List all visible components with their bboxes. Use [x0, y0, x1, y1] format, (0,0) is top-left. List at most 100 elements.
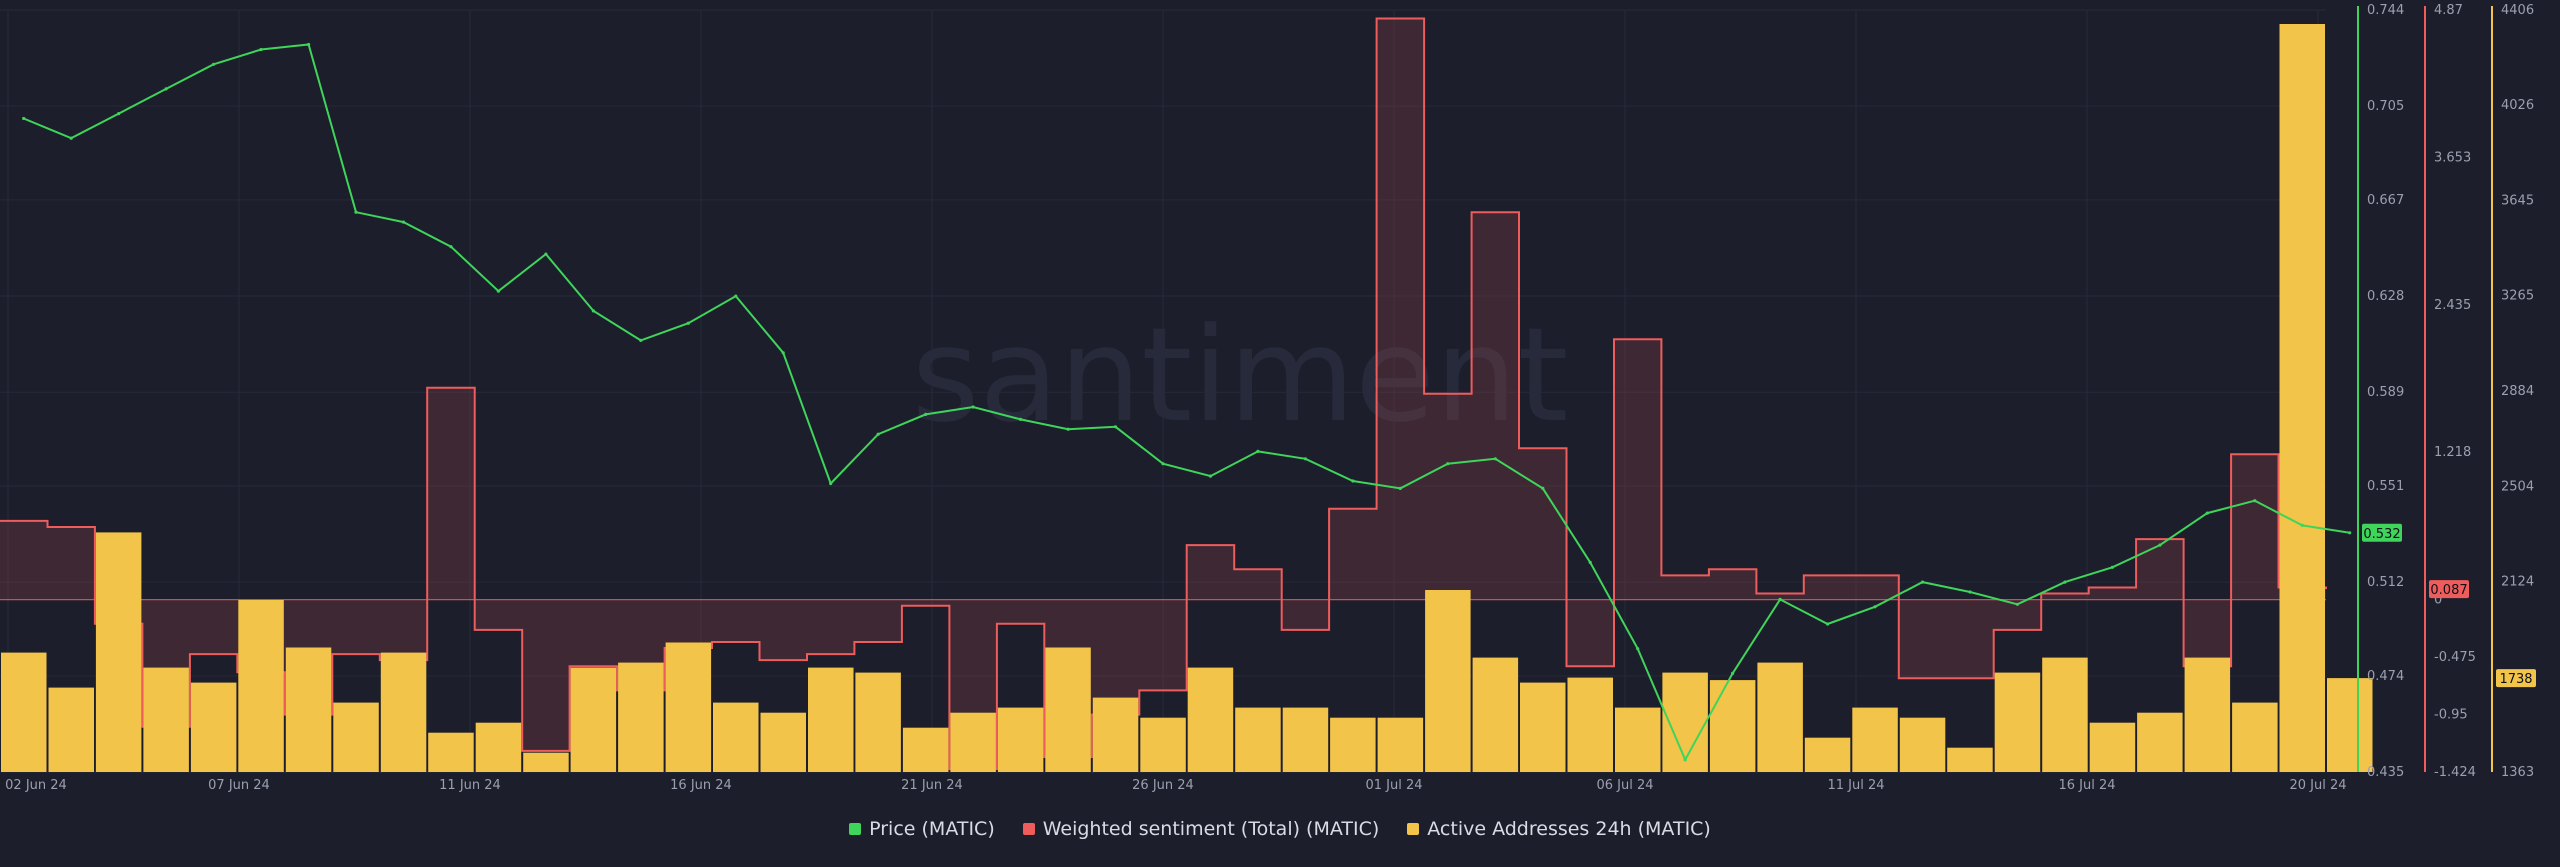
- sentiment-tick-label: -0.475: [2434, 650, 2476, 665]
- x-tick-label: 02 Jun 24: [5, 778, 67, 793]
- price-point: [2348, 531, 2352, 535]
- active-addresses-bar: [1330, 717, 1376, 772]
- sentiment-tick-label: -1.424: [2434, 765, 2476, 780]
- sentiment-current-value: 0.087: [2430, 583, 2467, 598]
- x-tick-label: 16 Jul 24: [2058, 778, 2115, 793]
- active-tick-label: 3265: [2501, 289, 2534, 304]
- watermark: santiment: [912, 299, 1569, 451]
- sentiment-tick-label: 4.87: [2434, 3, 2463, 18]
- price-point: [117, 112, 121, 116]
- active-addresses-bar: [2232, 702, 2278, 772]
- active-addresses-bar: [2089, 722, 2136, 772]
- active-tick-label: 1363: [2501, 765, 2534, 780]
- active-addresses-bar: [238, 600, 284, 772]
- active-addresses-bar: [380, 652, 427, 772]
- active-addresses-bar: [1377, 717, 1424, 772]
- x-tick-label: 06 Jul 24: [1596, 778, 1653, 793]
- price-point: [69, 136, 73, 140]
- chart-svg: santiment 0.744 0.705 0.667 0.628 0.589 0.551 0…: [0, 3, 2536, 793]
- active-addresses-bar: [428, 732, 474, 772]
- active-addresses-bar: [1, 652, 47, 772]
- active-addresses-bar: [1282, 707, 1329, 772]
- active-addresses-bar: [1472, 657, 1519, 772]
- x-tick-label: 01 Jul 24: [1365, 778, 1422, 793]
- price-point: [164, 87, 168, 91]
- active-addresses-bar: [1994, 672, 2041, 772]
- price-point: [1826, 622, 1830, 626]
- price-point: [686, 321, 690, 325]
- price-point: [2253, 499, 2257, 503]
- price-point: [1303, 457, 1307, 461]
- active-addresses-bar: [1425, 590, 1471, 772]
- price-current-badge: [2362, 523, 2402, 542]
- price-tick-label: 0.628: [2367, 289, 2404, 304]
- active-addresses-bar: [1709, 680, 1756, 772]
- price-point: [2110, 565, 2114, 569]
- x-tick-label: 11 Jun 24: [439, 778, 501, 793]
- price-point: [1920, 580, 1925, 584]
- price-point: [2063, 580, 2067, 584]
- active-addresses-bar: [48, 687, 94, 772]
- active-addresses-bar: [475, 722, 522, 772]
- price-point: [924, 412, 928, 416]
- active-current-badge: [2496, 669, 2536, 688]
- x-tick-label: 07 Jun 24: [208, 778, 270, 793]
- price-point: [354, 210, 358, 214]
- active-addresses-bar: [1567, 677, 1613, 772]
- active-tick-label: 2884: [2501, 384, 2534, 399]
- active-tick-label: 2124: [2501, 574, 2534, 589]
- active-tick-label: 3645: [2501, 194, 2534, 209]
- active-addresses-bar: [2042, 657, 2088, 772]
- sentiment-tick-label: 1.218: [2434, 445, 2471, 460]
- legend-label-active: Active Addresses 24h (MATIC): [1427, 818, 1711, 840]
- price-point: [829, 481, 833, 486]
- sentiment-tick-label: -0.95: [2434, 708, 2468, 723]
- legend-item-active[interactable]: Active Addresses 24h (MATIC): [1407, 818, 1711, 840]
- price-point: [2205, 511, 2209, 515]
- active-addresses-bar: [902, 727, 949, 772]
- legend-label-sentiment: Weighted sentiment (Total) (MATIC): [1042, 818, 1380, 840]
- price-point: [734, 294, 738, 298]
- price-point: [449, 245, 453, 249]
- price-point: [1636, 647, 1640, 651]
- price-tick-label: 0.744: [2367, 3, 2404, 18]
- price-tick-label: 0.705: [2367, 99, 2404, 114]
- price-point: [971, 405, 975, 409]
- x-tick-label: 11 Jul 24: [1827, 778, 1884, 793]
- sentiment-tick-label: 0: [2434, 593, 2442, 608]
- price-tick-label: 0.667: [2367, 193, 2404, 208]
- price-point: [307, 42, 311, 47]
- x-tick-label: 26 Jun 24: [1132, 778, 1194, 793]
- price-point: [1588, 560, 1592, 565]
- legend-label-price: Price (MATIC): [869, 818, 995, 840]
- price-point: [1778, 597, 1782, 602]
- active-addresses-bar: [950, 712, 996, 772]
- price-line: [23, 43, 2350, 762]
- price-tick-label: 0.435: [2367, 765, 2404, 780]
- price-point: [2158, 543, 2162, 547]
- price-point: [401, 220, 406, 224]
- legend-item-sentiment[interactable]: Weighted sentiment (Total) (MATIC): [1022, 818, 1380, 840]
- active-addresses-bar: [570, 667, 617, 772]
- price-point: [1161, 462, 1165, 466]
- active-tick-label: 4026: [2501, 98, 2534, 113]
- active-addresses-bars: [1, 24, 2373, 772]
- price-point: [1683, 758, 1687, 762]
- price-point: [1873, 605, 1877, 609]
- active-addresses-bar: [1520, 682, 1566, 772]
- active-addresses-bar: [2327, 678, 2373, 772]
- price-point: [639, 338, 643, 342]
- active-addresses-bar: [285, 647, 332, 772]
- active-addresses-bar: [1757, 662, 1803, 772]
- legend-swatch-price: [849, 823, 862, 835]
- active-addresses-bar: [713, 702, 759, 772]
- price-point: [2015, 602, 2019, 606]
- legend-item-price[interactable]: Price (MATIC): [849, 818, 995, 840]
- x-tick-label: 16 Jun 24: [670, 778, 732, 793]
- price-point: [1398, 486, 1402, 490]
- active-addresses-bar: [1615, 707, 1661, 772]
- price-point: [1208, 474, 1213, 478]
- active-addresses-bar: [1187, 667, 1234, 772]
- price-point: [1541, 486, 1545, 490]
